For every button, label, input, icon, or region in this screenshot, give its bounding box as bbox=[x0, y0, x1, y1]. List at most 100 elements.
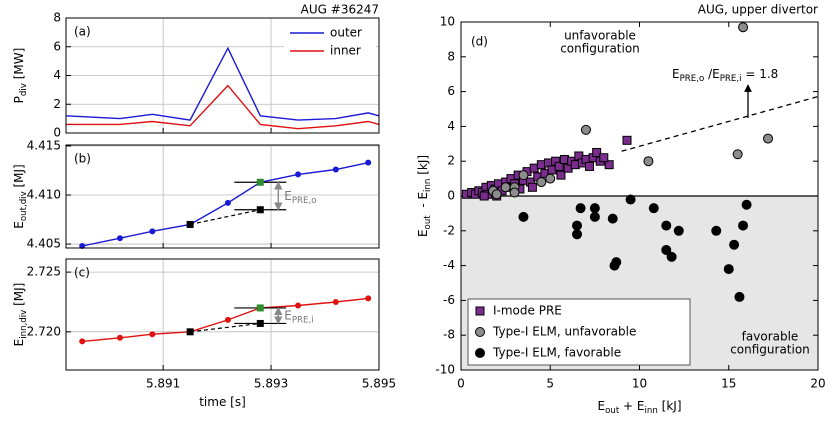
y-tick-label: 6 bbox=[53, 39, 61, 53]
y-tick-label: 4.410 bbox=[27, 188, 61, 202]
data-point bbox=[580, 124, 591, 135]
data-point bbox=[545, 173, 556, 184]
data-point bbox=[365, 159, 372, 166]
legend-swatch bbox=[475, 327, 485, 337]
text-part: + E bbox=[619, 399, 644, 413]
data-point bbox=[79, 338, 86, 345]
y-tick-label: 8 bbox=[447, 49, 455, 63]
subscript: inn,div bbox=[19, 310, 29, 339]
data-point bbox=[585, 161, 595, 171]
y-tick-label: 4.405 bbox=[27, 237, 61, 251]
plot-frame bbox=[460, 21, 819, 371]
panel-label: (a) bbox=[74, 25, 91, 39]
text-part: [MJ] bbox=[12, 164, 26, 191]
y-tick-label: 2 bbox=[53, 97, 61, 111]
data-point bbox=[648, 203, 659, 214]
y-tick-label: 4.415 bbox=[27, 138, 61, 152]
data-point bbox=[518, 170, 529, 181]
data-point bbox=[661, 220, 672, 231]
plot-area bbox=[66, 145, 379, 248]
data-point bbox=[572, 229, 583, 240]
text-part: E bbox=[284, 189, 292, 203]
y-axis-label: Pdiv [MW] bbox=[12, 48, 29, 104]
data-point bbox=[589, 203, 600, 214]
panel-label: (d) bbox=[471, 35, 488, 49]
data-point bbox=[661, 244, 672, 255]
y-axis-label: Eout,div [MJ] bbox=[12, 164, 29, 229]
y-tick-label: 6 bbox=[447, 84, 455, 98]
y-tick-label: 4 bbox=[447, 119, 455, 133]
text-part: /E bbox=[704, 67, 719, 81]
data-point bbox=[332, 166, 339, 173]
y-axis-label: Eout - Einn [kJ] bbox=[416, 155, 433, 237]
data-point bbox=[332, 298, 339, 305]
data-point bbox=[556, 170, 566, 180]
y-tick-label: 10 bbox=[440, 15, 455, 29]
y-tick-label: -10 bbox=[435, 363, 455, 377]
square-marker bbox=[186, 328, 194, 336]
data-point bbox=[738, 22, 749, 33]
legend-label: Type-I ELM, favorable bbox=[492, 346, 621, 360]
y-tick-label: 0 bbox=[447, 189, 455, 203]
data-point bbox=[607, 213, 618, 224]
data-point bbox=[599, 153, 609, 163]
subscript: PRE,i bbox=[720, 74, 742, 84]
ratio-line bbox=[621, 95, 819, 152]
subscript: out,div bbox=[19, 191, 29, 221]
annotation: EPRE,i bbox=[284, 308, 313, 325]
text-part: E bbox=[284, 308, 292, 322]
data-point bbox=[622, 135, 632, 145]
subscript: PRE,o bbox=[292, 196, 317, 206]
x-tick-label: 0 bbox=[457, 377, 465, 391]
data-point bbox=[734, 291, 745, 302]
legend-label: Type-I ELM, unfavorable bbox=[492, 325, 636, 339]
square-marker bbox=[256, 304, 264, 312]
y-tick-label: 4 bbox=[53, 68, 61, 82]
text-part: [MJ] bbox=[12, 283, 26, 310]
legend-label: I-mode PRE bbox=[493, 304, 562, 318]
text-part: [MW] bbox=[12, 48, 26, 83]
series-line bbox=[66, 84, 380, 130]
legend-label: outer bbox=[330, 26, 362, 40]
text-part: [kJ] bbox=[658, 399, 682, 413]
text-part: E bbox=[597, 399, 605, 413]
data-point bbox=[149, 331, 156, 338]
y-tick-label: 0 bbox=[53, 126, 61, 140]
ratio-annotation: EPRE,o /EPRE,i = 1.8 bbox=[672, 67, 778, 84]
panel-label: (b) bbox=[74, 152, 91, 166]
x-axis-label: time [s] bbox=[199, 395, 246, 409]
x-tick-label: 10 bbox=[632, 377, 647, 391]
annotation: configuration bbox=[560, 42, 640, 56]
x-tick-label: 5 bbox=[546, 377, 554, 391]
x-tick-label: 20 bbox=[810, 377, 825, 391]
subscript: out bbox=[605, 406, 620, 416]
y-tick-label: 2.725 bbox=[27, 265, 61, 279]
annotation: favorable bbox=[742, 330, 799, 344]
data-point bbox=[116, 334, 123, 341]
x-tick-label: 5.893 bbox=[254, 377, 288, 391]
text-part: = bbox=[742, 67, 760, 81]
data-point bbox=[732, 149, 743, 160]
data-point bbox=[589, 211, 600, 222]
subscript: PRE,i bbox=[292, 315, 314, 325]
data-point bbox=[604, 160, 614, 170]
x-tick-label: 5.891 bbox=[146, 377, 180, 391]
data-point bbox=[611, 257, 622, 268]
data-point bbox=[149, 228, 156, 235]
data-point bbox=[500, 182, 511, 193]
data-point bbox=[295, 171, 302, 178]
legend bbox=[467, 298, 691, 366]
y-tick-label: -8 bbox=[443, 328, 455, 342]
y-tick-label: 2.720 bbox=[27, 324, 61, 338]
square-marker bbox=[256, 319, 264, 327]
chart-title: AUG, upper divertor bbox=[698, 3, 818, 17]
data-point bbox=[738, 220, 749, 231]
plot-area bbox=[66, 259, 379, 370]
data-point bbox=[643, 156, 654, 167]
annotation: configuration bbox=[730, 343, 810, 357]
text-part: - E bbox=[416, 192, 430, 215]
data-point bbox=[509, 187, 520, 198]
data-point bbox=[536, 177, 547, 188]
data-point bbox=[723, 264, 734, 275]
data-point bbox=[673, 225, 684, 236]
